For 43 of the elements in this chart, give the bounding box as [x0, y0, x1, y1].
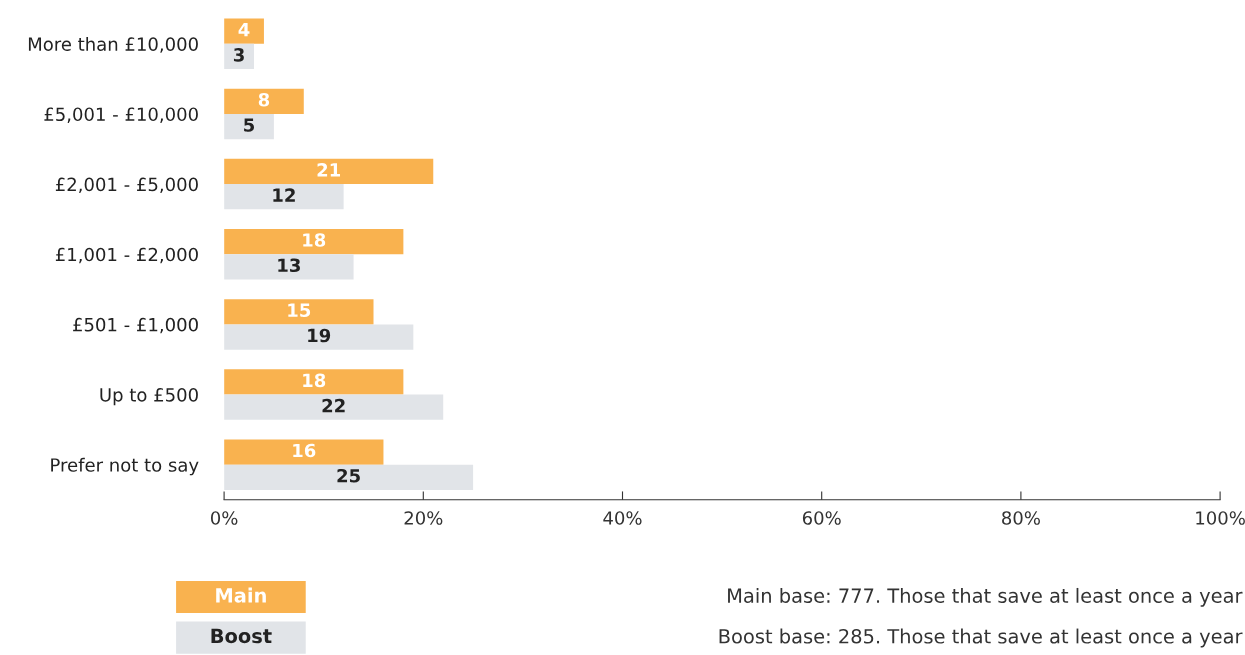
y-tick-label: £2,001 - £5,000 [55, 177, 198, 194]
bar [224, 88, 304, 114]
x-tick-label: 100% [1196, 511, 1245, 525]
x-tick-label: 40% [603, 511, 642, 525]
text: Boost [211, 628, 272, 644]
data-label: 5 [244, 118, 255, 132]
y-tick-label: Prefer not to say [51, 457, 199, 476]
y-tick-label: More than £10,000 [28, 36, 198, 53]
data-label: 18 [303, 233, 326, 247]
bar [224, 299, 374, 325]
x-tick-label: 20% [404, 511, 443, 525]
data-label: 25 [337, 468, 360, 483]
data-label: 15 [288, 303, 311, 318]
bar [224, 439, 384, 465]
text: Main base: 777. Those that save at least once a year [728, 587, 1243, 607]
bar [224, 158, 434, 185]
bar [224, 184, 344, 210]
data-label: 12 [273, 188, 295, 202]
y-tick-label: Up to £500 [100, 388, 198, 406]
y-tick-label: £501 - £1,000 [73, 317, 198, 334]
data-label: 22 [322, 398, 345, 413]
bar [224, 229, 404, 255]
y-tick-label: £1,001 - £2,000 [55, 247, 198, 264]
x-tick-label: 0% [210, 511, 238, 525]
data-label: 16 [293, 443, 316, 458]
bar [224, 464, 474, 490]
bar [224, 113, 274, 140]
data-label: 13 [278, 258, 300, 273]
text: Boost base: 285. Those that save at least once a year [719, 628, 1243, 648]
x-tick-label: 80% [1002, 511, 1040, 525]
bar [224, 394, 444, 420]
data-label: 4 [238, 23, 250, 37]
data-label: 3 [233, 48, 244, 62]
data-label: 8 [258, 92, 270, 107]
bar [224, 254, 354, 280]
bar [224, 369, 404, 395]
x-tick-label: 60% [802, 511, 841, 525]
text: Main [216, 587, 266, 603]
data-label: 19 [308, 328, 331, 343]
data-label: 21 [317, 163, 340, 177]
y-tick-label: £5,001 - £10,000 [44, 107, 198, 123]
bar [224, 324, 414, 350]
data-label: 18 [303, 373, 326, 388]
